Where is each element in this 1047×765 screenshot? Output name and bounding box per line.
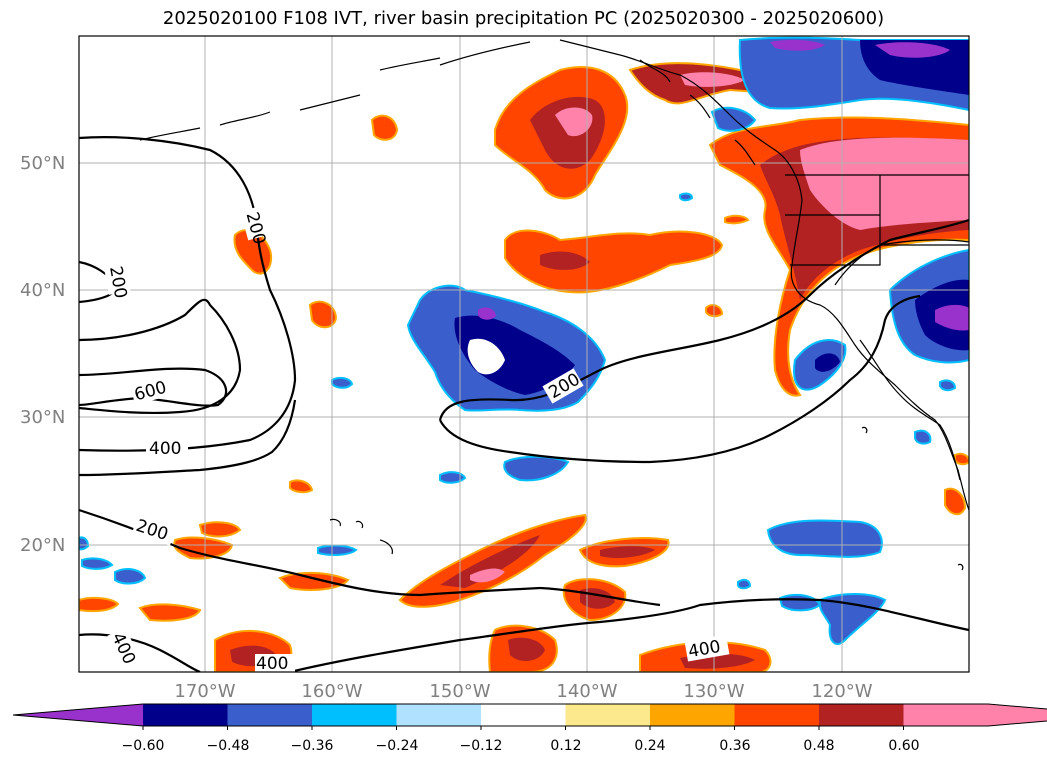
colorbar [12,703,1047,730]
colorbar-bin [819,704,905,726]
lat-label: 40°N [20,280,65,301]
lat-label: 20°N [20,535,65,556]
lon-label: 150°W [429,681,490,702]
negative-anomaly-fills [79,36,969,645]
lat-label: 50°N [20,153,65,174]
colorbar-tick-label: 0.24 [634,738,665,754]
map-panel: 200 200 200 600 400 200 400 400 400 [79,36,969,674]
colorbar-tick-label: 0.36 [719,738,750,754]
colorbar-tick-label: 0.60 [888,738,919,754]
colorbar-tick-label: 0.48 [803,738,834,754]
lon-label: 130°W [683,681,744,702]
coastlines [139,39,969,571]
colorbar-bin [734,704,820,726]
contour-labels: 200 200 200 600 400 200 400 400 400 [103,205,730,674]
latitude-labels: 50°N 40°N 30°N 20°N [20,153,65,556]
colorbar-tick-label: −0.12 [460,738,503,754]
lon-label: 170°W [174,681,235,702]
map-title: 2025020100 F108 IVT, river basin precipi… [162,8,885,29]
colorbar-extend-low [13,704,143,726]
contour-label: 400 [256,654,288,674]
lon-label: 120°W [811,681,872,702]
colorbar-tick-label: −0.60 [122,738,165,754]
colorbar-bin [227,704,313,726]
colorbar-tick-label: −0.24 [376,738,419,754]
lat-label: 30°N [20,407,65,428]
colorbar-tick-labels: −0.60 −0.48 −0.36 −0.24 −0.12 0.12 0.24 … [122,738,920,754]
colorbar-tick-label: 0.12 [550,738,581,754]
map-frame [78,35,970,673]
gridlines [79,36,969,672]
colorbar-bin [565,704,651,726]
colorbar-tick-label: −0.48 [207,738,250,754]
colorbar-bin [396,704,482,726]
colorbar-bin [903,704,989,726]
lon-label: 160°W [301,681,362,702]
colorbar-bin [650,704,736,726]
longitude-labels: 170°W 160°W 150°W 140°W 130°W 120°W [174,681,872,702]
ivt-contours [79,136,969,672]
lon-label: 140°W [556,681,617,702]
colorbar-extend-high [988,704,1047,726]
colorbar-bin [312,704,398,726]
colorbar-bin [481,704,567,726]
colorbar-tick-label: −0.36 [291,738,334,754]
colorbar-bin [143,704,229,726]
contour-label: 400 [149,439,181,459]
